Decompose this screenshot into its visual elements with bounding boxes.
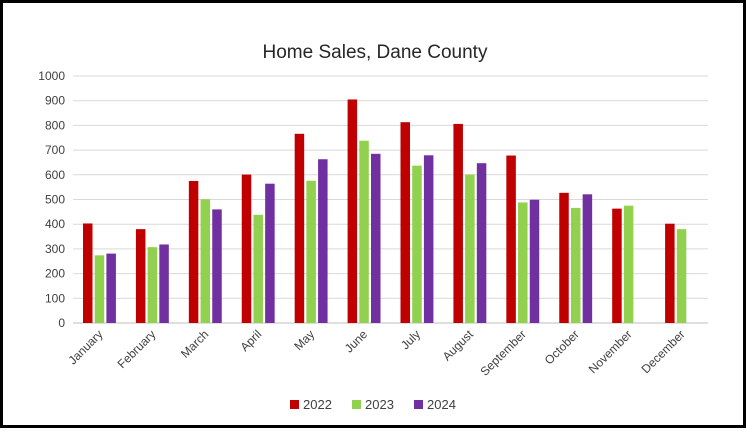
bar-2022-june <box>347 99 358 323</box>
bar-2023-july <box>412 165 422 323</box>
y-axis-ticks: 0 100 200 300 400 500 600 700 800 900 1000 <box>38 69 65 330</box>
x-tick-label: January <box>65 327 105 367</box>
x-tick-label: November <box>586 327 635 376</box>
legend-swatch-2023 <box>352 400 361 409</box>
x-tick-label: October <box>542 327 582 367</box>
bars <box>83 99 687 324</box>
bar-2024-july <box>423 155 434 323</box>
legend-label-2022: 2022 <box>303 397 332 412</box>
legend-swatch-2024 <box>414 400 423 409</box>
y-tick-label: 500 <box>45 193 65 207</box>
bar-2022-may <box>294 133 305 323</box>
bar-2023-december <box>676 229 687 323</box>
legend-swatch-2022 <box>290 400 299 409</box>
y-tick-label: 800 <box>45 118 65 132</box>
y-tick-label: 600 <box>45 168 65 182</box>
bar-2024-september <box>529 199 540 323</box>
bar-2023-november <box>623 205 634 323</box>
bar-2024-june <box>370 153 381 323</box>
bar-2023-january <box>94 255 105 323</box>
bar-2022-january <box>83 223 93 323</box>
bar-2023-may <box>306 180 316 323</box>
bar-2022-march <box>188 180 199 323</box>
x-tick-label: August <box>440 327 477 364</box>
legend: 2022 2023 2024 <box>290 397 456 412</box>
bar-2024-april <box>265 183 275 323</box>
bar-2023-june <box>359 140 369 323</box>
x-axis-ticks: January February March April May June July Augu… <box>65 327 687 379</box>
legend-label-2023: 2023 <box>365 397 394 412</box>
bar-2024-august <box>476 163 487 323</box>
y-tick-label: 300 <box>45 242 65 256</box>
bar-2022-october <box>559 192 569 323</box>
bar-2024-march <box>212 209 222 323</box>
bar-2022-september <box>506 155 516 323</box>
chart-svg: Home Sales, Dane County 0 100 200 300 400 500… <box>38 42 708 412</box>
bar-2022-november <box>612 208 622 323</box>
y-tick-label: 0 <box>58 316 65 330</box>
legend-label-2024: 2024 <box>427 397 456 412</box>
bar-2024-may <box>318 159 328 323</box>
bar-2023-september <box>518 202 528 323</box>
x-tick-label: September <box>478 327 529 378</box>
x-tick-label: July <box>398 327 423 352</box>
bar-2024-january <box>106 253 116 323</box>
bar-2022-july <box>400 122 411 324</box>
bar-2023-april <box>253 214 263 323</box>
bar-2022-august <box>453 123 463 323</box>
bar-2023-august <box>465 174 475 323</box>
y-tick-label: 1000 <box>38 69 65 83</box>
bar-2023-february <box>147 247 158 323</box>
x-tick-label: May <box>291 327 317 353</box>
bar-2023-march <box>200 199 211 323</box>
bar-2022-december <box>665 223 675 323</box>
bar-2022-february <box>135 229 146 323</box>
x-tick-label: June <box>342 327 371 356</box>
bar-2024-february <box>159 244 169 323</box>
bar-2023-october <box>570 207 581 323</box>
y-tick-label: 200 <box>45 267 65 281</box>
chart-title: Home Sales, Dane County <box>263 42 488 63</box>
x-tick-label: February <box>115 327 159 371</box>
gridlines <box>73 75 708 324</box>
bar-2022-april <box>241 174 252 323</box>
y-tick-label: 900 <box>45 94 65 108</box>
y-tick-label: 400 <box>45 217 65 231</box>
y-tick-label: 100 <box>45 291 65 305</box>
bar-2024-october <box>582 194 593 323</box>
x-tick-label: March <box>178 327 211 360</box>
x-tick-label: April <box>237 327 264 354</box>
x-tick-label: December <box>639 327 688 376</box>
y-tick-label: 700 <box>45 143 65 157</box>
